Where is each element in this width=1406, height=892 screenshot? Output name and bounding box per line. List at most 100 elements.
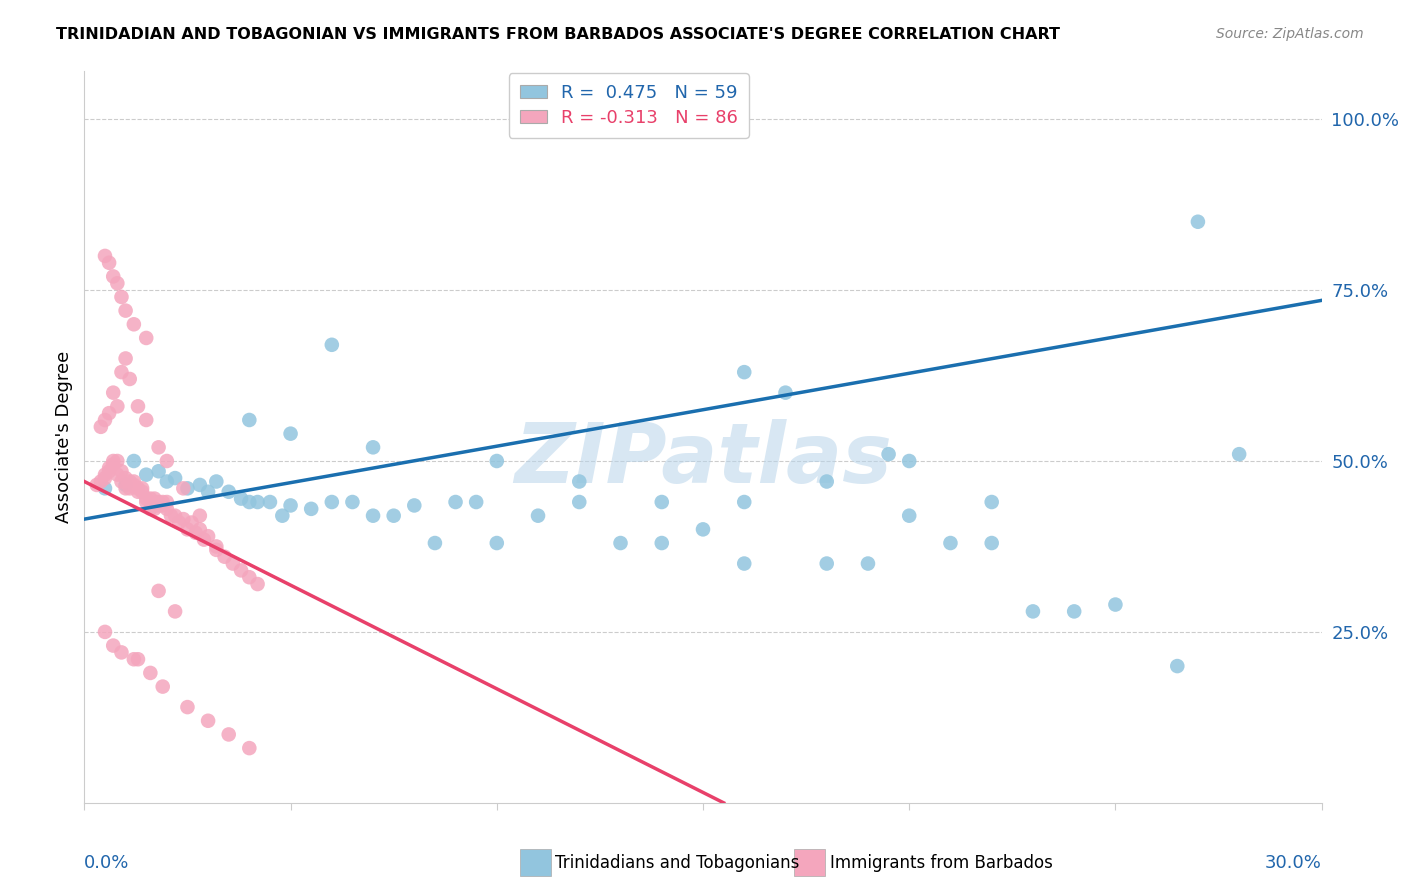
Point [361,508,384,523]
Point [485,536,508,550]
Point [733,365,755,379]
Point [127,652,149,666]
Point [218,727,240,741]
Point [444,495,467,509]
Point [197,529,219,543]
Point [165,471,187,485]
Point [135,413,157,427]
Point [898,454,921,468]
Point [122,475,145,489]
Text: Immigrants from Barbados: Immigrants from Barbados [830,854,1053,871]
Text: ZIPatlas: ZIPatlas [515,418,891,500]
Point [139,491,162,506]
Point [152,680,174,694]
Point [152,499,174,513]
Point [103,385,125,400]
Point [1227,447,1250,461]
Point [898,508,921,523]
Point [172,512,194,526]
Point [148,583,170,598]
Point [160,508,183,523]
Text: Source: ZipAtlas.com: Source: ZipAtlas.com [1216,27,1364,41]
Point [165,508,187,523]
Point [143,491,166,506]
Point [114,478,136,492]
Point [90,420,112,434]
Point [98,464,121,478]
Point [238,741,260,756]
Point [1187,215,1209,229]
Point [856,557,879,571]
Point [131,484,153,499]
Point [485,454,508,468]
Point [188,478,211,492]
Point [205,475,228,489]
Point [94,471,117,485]
Point [94,249,117,263]
Point [94,624,117,639]
Point [148,495,170,509]
Point [122,652,145,666]
Point [271,508,294,523]
Point [222,557,245,571]
Point [692,522,714,536]
Point [1104,598,1126,612]
Point [148,440,170,454]
Point [1022,604,1045,618]
Point [110,645,132,659]
Point [404,499,426,513]
Point [238,570,260,584]
Point [205,542,228,557]
Point [342,495,364,509]
Point [229,491,252,506]
Point [156,501,179,516]
Point [229,563,252,577]
Point [105,467,128,482]
Point [651,495,673,509]
Point [733,557,755,571]
Point [184,525,207,540]
Point [527,508,550,523]
Point [94,467,117,482]
Point [135,495,157,509]
Point [135,331,157,345]
Point [103,269,125,284]
Point [815,475,838,489]
Point [980,495,1002,509]
Point [148,499,170,513]
Point [110,365,132,379]
Point [105,400,128,414]
Point [188,522,211,536]
Point [148,464,170,478]
Text: Trinidadians and Tobagonians: Trinidadians and Tobagonians [555,854,800,871]
Point [180,516,202,530]
Point [90,475,112,489]
Point [197,714,219,728]
Point [980,536,1002,550]
Point [156,495,179,509]
Point [114,303,136,318]
Point [118,475,141,489]
Point [299,501,322,516]
Point [321,338,343,352]
Point [214,549,236,564]
Point [877,447,900,461]
Y-axis label: Associate's Degree: Associate's Degree [55,351,73,524]
Point [127,481,149,495]
Point [103,639,125,653]
Point [110,475,132,489]
Point [118,481,141,495]
Point [156,475,179,489]
Point [246,577,269,591]
Point [114,481,136,495]
Point [139,501,162,516]
Point [775,385,797,400]
Point [238,413,260,427]
Point [165,604,187,618]
Point [259,495,281,509]
Point [321,495,343,509]
Point [1166,659,1188,673]
Point [246,495,269,509]
Point [127,400,149,414]
Point [651,536,673,550]
